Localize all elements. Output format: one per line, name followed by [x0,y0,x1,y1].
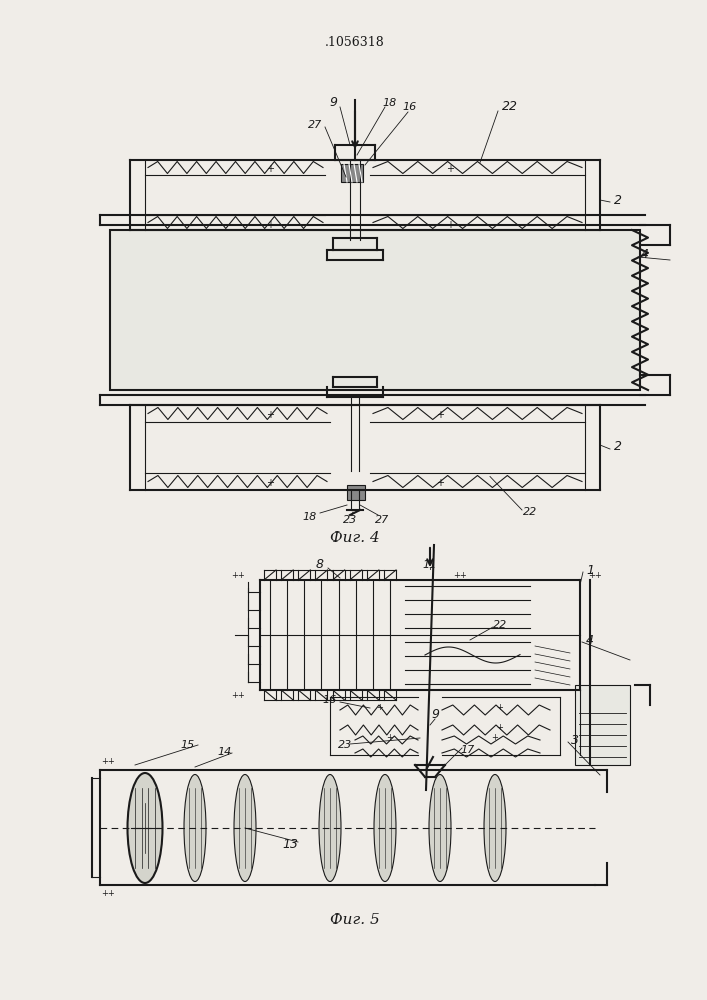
Text: .1056318: .1056318 [325,35,385,48]
Text: +: + [496,724,503,732]
Text: +: + [491,734,498,742]
Text: ++: ++ [231,570,245,580]
Bar [341,164,363,182]
Text: 27: 27 [308,120,322,130]
Text: +: + [266,479,274,488]
Text: +: + [266,410,274,420]
Bar [347,485,365,500]
Bar [575,685,630,765]
Text: 16: 16 [323,695,337,705]
Text: 17: 17 [461,745,475,755]
Ellipse shape [484,774,506,882]
Text: +: + [266,220,274,230]
Text: 1: 1 [586,564,594,576]
Text: 18: 18 [303,512,317,522]
Text: 13: 13 [282,838,298,852]
Text: 27: 27 [375,515,389,525]
Text: 4: 4 [586,634,594,647]
Ellipse shape [374,774,396,882]
Text: +: + [436,479,444,488]
Text: 18: 18 [383,98,397,108]
Text: 8: 8 [316,558,324,572]
Bar [110,230,640,390]
Text: 4: 4 [641,248,649,261]
Text: 9: 9 [329,97,337,109]
Text: +: + [377,704,383,712]
Text: 2: 2 [614,440,622,454]
Text: 23: 23 [338,740,352,750]
Text: +: + [496,704,503,712]
Text: ++: ++ [231,690,245,700]
Text: 2: 2 [614,194,622,207]
Text: 22: 22 [502,101,518,113]
Ellipse shape [127,773,163,883]
Text: +: + [387,734,393,742]
Text: ++: ++ [453,570,467,580]
Text: +: + [436,410,444,420]
Text: Фиг. 5: Фиг. 5 [330,913,380,927]
Text: 14: 14 [218,747,232,757]
Ellipse shape [429,774,451,882]
Text: 16: 16 [403,102,417,112]
Ellipse shape [184,774,206,882]
Text: ++: ++ [101,888,115,898]
Text: 3: 3 [571,734,579,746]
Text: 23: 23 [343,515,357,525]
Text: +: + [446,220,454,230]
Text: 15: 15 [181,740,195,750]
Text: +: + [446,164,454,174]
Text: 22: 22 [523,507,537,517]
Text: 11: 11 [423,560,437,570]
Text: ++: ++ [588,570,602,580]
Text: 22: 22 [493,620,507,630]
Ellipse shape [319,774,341,882]
Ellipse shape [234,774,256,882]
Text: ++: ++ [101,758,115,766]
Text: Фиг. 4: Фиг. 4 [330,531,380,545]
Text: 9: 9 [431,708,439,722]
Text: +: + [266,164,274,174]
